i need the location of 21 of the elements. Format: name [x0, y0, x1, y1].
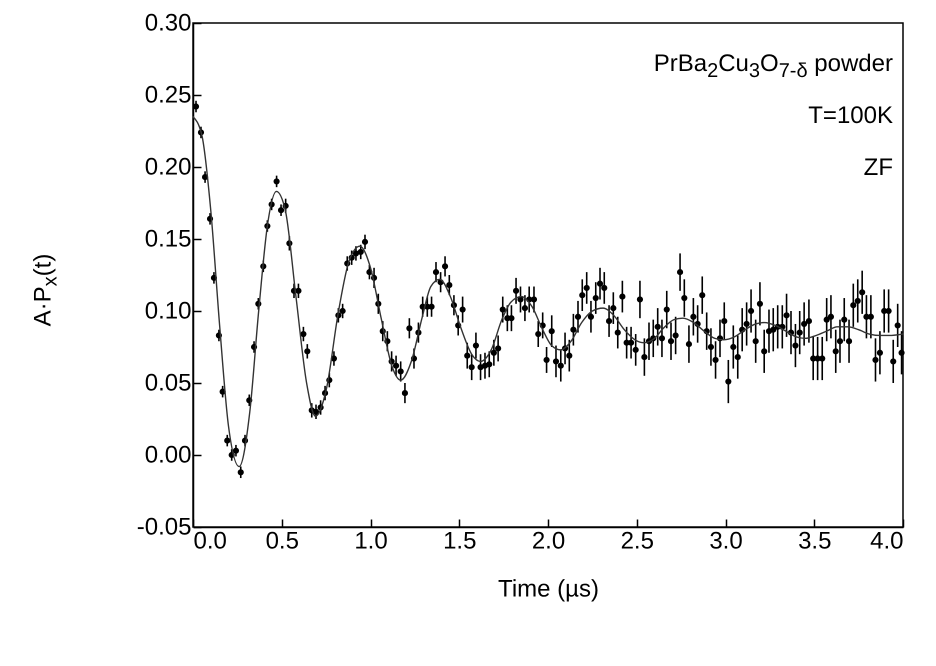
y-tick-label: 0.30	[144, 10, 192, 36]
y-tick-label: 0.05	[144, 370, 192, 396]
annotation: T=100K	[808, 102, 893, 130]
x-tick-label: 2.5	[620, 528, 654, 554]
x-tick-label: 4.0	[870, 528, 904, 554]
y-tick-label: 0.25	[144, 82, 192, 108]
y-tick-label: 0.20	[144, 154, 192, 180]
x-tick-label: 3.0	[709, 528, 743, 554]
x-tick-label: 1.0	[354, 528, 388, 554]
x-tick-label: 3.5	[798, 528, 832, 554]
x-tick-label: 2.0	[532, 528, 566, 554]
y-tick-label: 0.10	[144, 298, 192, 324]
x-tick-label: 0.0	[194, 528, 227, 554]
x-axis-title: Time (µs)	[498, 576, 599, 602]
annotation: PrBa$_{2}$Cu$_{3}$O$_{7-δ}$ powder	[654, 50, 893, 83]
y-tick-label: 0.15	[144, 226, 192, 252]
annotation: ZF	[864, 154, 893, 182]
y-tick-label: -0.05	[136, 514, 192, 540]
x-tick-label: 1.5	[443, 528, 476, 554]
y-tick-label: 0.00	[144, 442, 192, 468]
x-tick-label: 0.5	[266, 528, 299, 554]
